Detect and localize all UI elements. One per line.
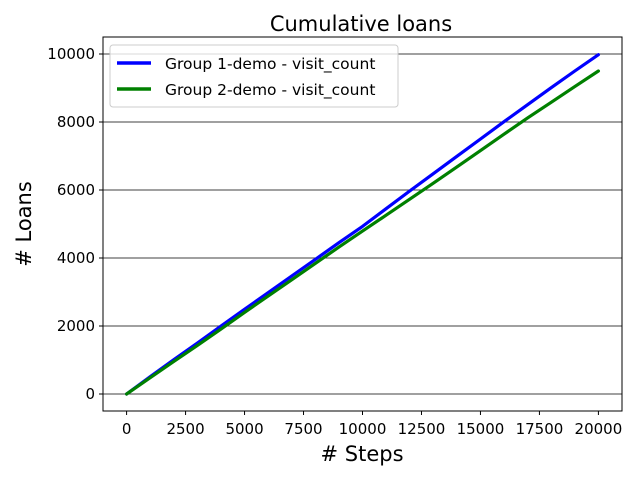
series-line-2 xyxy=(124,69,601,396)
chart-title: Cumulative loans xyxy=(270,12,452,36)
y-tick-label: 4000 xyxy=(57,249,95,267)
legend-box xyxy=(109,44,399,108)
y-ticks: 0 2000 4000 6000 8000 10000 xyxy=(47,45,103,403)
x-axis-title: # Steps xyxy=(320,442,403,466)
x-tick-label: 0 xyxy=(122,420,132,438)
series-lines xyxy=(124,53,601,396)
x-tick-label: 20000 xyxy=(575,420,623,438)
y-axis-title: # Loans xyxy=(12,181,36,267)
x-ticks: 0 2500 5000 7500 10000 12500 15000 17500 20000 xyxy=(122,411,622,438)
x-tick-label: 10000 xyxy=(339,420,387,438)
legend-label: Group 1-demo - visit_count xyxy=(165,55,375,74)
x-tick-label: 12500 xyxy=(398,420,446,438)
y-tick-label: 6000 xyxy=(57,181,95,199)
legend-label: Group 2-demo - visit_count xyxy=(165,81,375,100)
series-line-1 xyxy=(124,53,601,396)
y-tick-label: 2000 xyxy=(57,317,95,335)
y-tick-label: 0 xyxy=(85,385,95,403)
x-tick-label: 7500 xyxy=(284,420,322,438)
x-tick-label: 5000 xyxy=(225,420,263,438)
y-tick-label: 10000 xyxy=(47,45,95,63)
plot-frame xyxy=(102,36,623,412)
x-tick-label: 2500 xyxy=(166,420,204,438)
x-tick-label: 17500 xyxy=(516,420,564,438)
legend: Group 1-demo - visit_count Group 2-demo -… xyxy=(109,44,399,108)
x-tick-label: 15000 xyxy=(457,420,505,438)
y-tick-label: 8000 xyxy=(57,113,95,131)
